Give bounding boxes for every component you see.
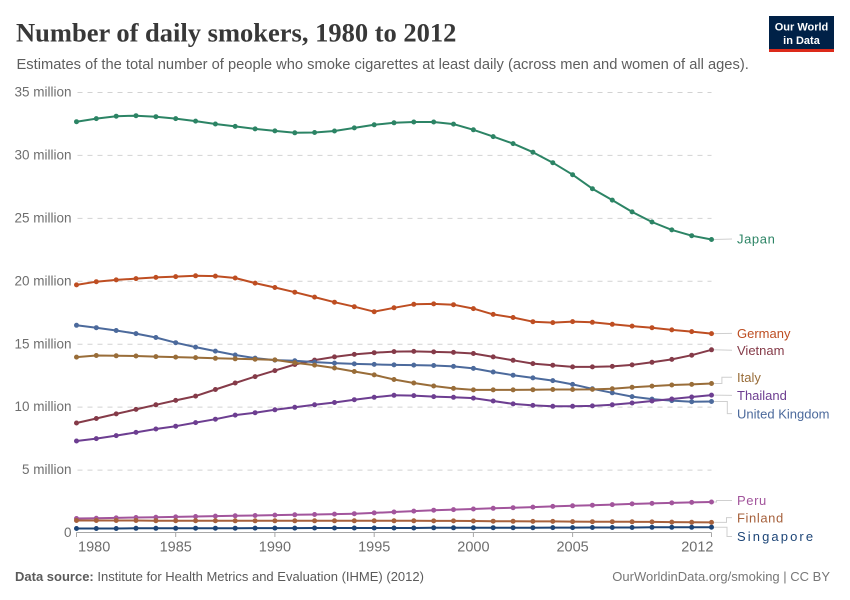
- svg-text:Our World: Our World: [775, 22, 829, 34]
- svg-text:1990: 1990: [259, 539, 291, 555]
- svg-text:1980: 1980: [78, 539, 110, 555]
- svg-text:1985: 1985: [160, 539, 192, 555]
- svg-text:5 million: 5 million: [22, 462, 72, 477]
- svg-text:Peru: Peru: [737, 493, 767, 508]
- svg-text:Japan: Japan: [737, 232, 775, 247]
- svg-text:Italy: Italy: [737, 370, 761, 385]
- svg-text:15 million: 15 million: [14, 336, 71, 351]
- svg-text:Singapore: Singapore: [737, 529, 815, 544]
- svg-text:United Kingdom: United Kingdom: [737, 406, 830, 421]
- svg-text:35 million: 35 million: [14, 85, 71, 100]
- svg-text:20 million: 20 million: [14, 273, 71, 288]
- svg-text:Estimates of the total number: Estimates of the total number of people …: [17, 57, 749, 73]
- svg-text:Germany: Germany: [737, 326, 791, 341]
- svg-text:Thailand: Thailand: [737, 388, 787, 403]
- svg-text:2012: 2012: [681, 539, 713, 555]
- svg-text:10 million: 10 million: [14, 399, 71, 414]
- svg-text:2005: 2005: [556, 539, 588, 555]
- svg-text:30 million: 30 million: [14, 148, 71, 163]
- svg-text:OurWorldinData.org/smoking | C: OurWorldinData.org/smoking | CC BY: [612, 569, 830, 584]
- svg-text:Vietnam: Vietnam: [737, 343, 784, 358]
- svg-text:0: 0: [64, 525, 72, 540]
- svg-text:1995: 1995: [358, 539, 390, 555]
- svg-text:25 million: 25 million: [14, 211, 71, 226]
- svg-text:Finland: Finland: [737, 510, 784, 525]
- svg-text:2000: 2000: [457, 539, 489, 555]
- svg-text:Data source: Institute for Hea: Data source: Institute for Health Metric…: [15, 569, 424, 584]
- svg-text:in Data: in Data: [783, 35, 821, 47]
- svg-text:Number of daily smokers, 1980: Number of daily smokers, 1980 to 2012: [16, 18, 456, 48]
